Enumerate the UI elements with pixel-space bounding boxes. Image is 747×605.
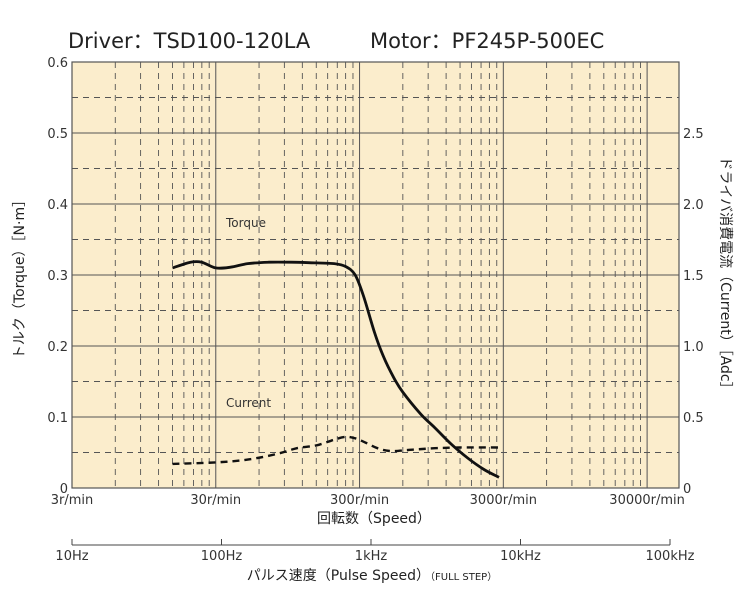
pulse-axis-title-suffix: （FULL STEP） <box>430 571 497 583</box>
driver-label: Driver：TSD100-120LA <box>68 29 311 53</box>
left-tick-label: 0.5 <box>47 127 68 142</box>
pulse-tick-label: 1kHz <box>355 549 388 564</box>
pulse-tick-label: 10kHz <box>500 549 541 564</box>
left-tick-label: 0.3 <box>47 269 68 284</box>
right-tick-label: 2.0 <box>683 198 704 213</box>
pulse-tick-label: 100Hz <box>201 549 243 564</box>
speed-tick-label: 30000r/min <box>609 493 685 508</box>
pulse-axis-title-main: パルス速度（Pulse Speed） <box>247 568 430 584</box>
left-tick-label: 0.6 <box>47 56 68 71</box>
current-curve <box>172 435 500 466</box>
current-series-annotation: Current <box>226 396 271 410</box>
left-axis-title: トルク（Torque）［N·m］ <box>12 193 28 359</box>
left-tick-label: 0.4 <box>47 198 68 213</box>
left-tick-label: 0.1 <box>47 411 68 426</box>
right-tick-label: 1.0 <box>683 340 704 355</box>
right-tick-label: 0.5 <box>683 411 704 426</box>
bottom-axes: 10Hz 100Hz 1kHz 10kHz 100kHz <box>55 539 695 564</box>
right-tick-label: 0 <box>683 482 691 497</box>
left-tick-label: 0.2 <box>47 340 68 355</box>
pulse-tick-label: 100kHz <box>646 549 695 564</box>
pulse-axis-title: パルス速度（Pulse Speed）（FULL STEP） <box>247 568 497 584</box>
left-tick-label: 0 <box>60 482 68 497</box>
torque-curve <box>172 260 500 479</box>
right-axis-title: ドライバ消費電流（Current）［Adc］ <box>717 156 733 395</box>
pulse-tick-label: 10Hz <box>55 549 88 564</box>
plot-border <box>71 61 680 489</box>
speed-tick-label: 3r/min <box>51 493 94 508</box>
grid <box>71 61 680 489</box>
speed-tick-label: 30r/min <box>190 493 241 508</box>
torque-series-annotation: Torque <box>225 216 266 230</box>
series-group <box>172 260 500 479</box>
speed-tick-label: 3000r/min <box>470 493 537 508</box>
right-tick-label: 2.5 <box>683 127 704 142</box>
motor-label: Motor：PF245P-500EC <box>370 29 604 53</box>
speed-tick-label: 300r/min <box>330 493 389 508</box>
tick-labels: 0 0.1 0.2 0.3 0.4 0.5 0.6 0 0.5 1.0 1.5 2.0 2.5 3r/mi… <box>47 56 703 508</box>
right-tick-label: 1.5 <box>683 269 704 284</box>
speed-axis-title: 回転数（Speed） <box>317 511 431 527</box>
